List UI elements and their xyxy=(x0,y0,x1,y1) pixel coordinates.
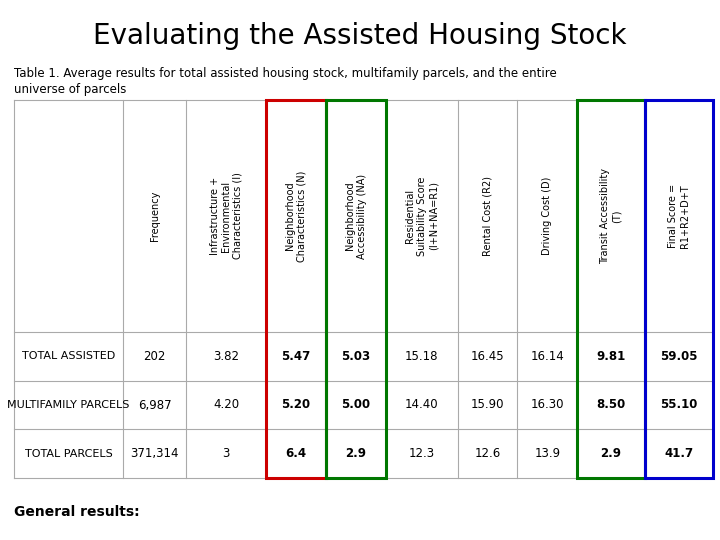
Text: 14.40: 14.40 xyxy=(405,399,438,411)
Text: 12.3: 12.3 xyxy=(409,447,435,460)
Bar xyxy=(326,100,386,478)
Text: 16.45: 16.45 xyxy=(471,350,504,363)
Text: MULTIFAMILY PARCELS: MULTIFAMILY PARCELS xyxy=(7,400,130,410)
Text: Table 1. Average results for total assisted housing stock, multifamily parcels, : Table 1. Average results for total assis… xyxy=(14,68,557,96)
Text: 55.10: 55.10 xyxy=(660,399,698,411)
Text: 5.47: 5.47 xyxy=(282,350,311,363)
Text: Neighborhood
Accessibility (NA): Neighborhood Accessibility (NA) xyxy=(345,173,366,259)
Text: Driving Cost (D): Driving Cost (D) xyxy=(542,177,552,255)
Text: 202: 202 xyxy=(143,350,166,363)
Bar xyxy=(645,100,713,478)
Text: Neighborhood
Characteristics (N): Neighborhood Characteristics (N) xyxy=(285,170,307,262)
Text: Rental Cost (R2): Rental Cost (R2) xyxy=(482,176,492,256)
Text: 16.14: 16.14 xyxy=(531,350,564,363)
Text: Residential
Suitability Score
(I+N+NA=R1): Residential Suitability Score (I+N+NA=R1… xyxy=(405,177,438,255)
Text: 3.82: 3.82 xyxy=(213,350,239,363)
Text: 2.9: 2.9 xyxy=(346,447,366,460)
Bar xyxy=(577,100,645,478)
Text: Transit Accessibility
(T): Transit Accessibility (T) xyxy=(600,168,622,264)
Text: 6,987: 6,987 xyxy=(138,399,171,411)
Text: 2.9: 2.9 xyxy=(600,447,621,460)
Text: 6.4: 6.4 xyxy=(286,447,307,460)
Text: 16.30: 16.30 xyxy=(531,399,564,411)
Text: Evaluating the Assisted Housing Stock: Evaluating the Assisted Housing Stock xyxy=(94,22,626,50)
Text: 3: 3 xyxy=(222,447,230,460)
Text: 8.50: 8.50 xyxy=(596,399,626,411)
Text: 15.18: 15.18 xyxy=(405,350,438,363)
Text: 59.05: 59.05 xyxy=(660,350,698,363)
Text: General results:: General results: xyxy=(14,505,140,519)
Text: 12.6: 12.6 xyxy=(474,447,500,460)
Text: 5.00: 5.00 xyxy=(341,399,371,411)
Text: 5.20: 5.20 xyxy=(282,399,310,411)
Text: 9.81: 9.81 xyxy=(596,350,626,363)
Text: 5.03: 5.03 xyxy=(341,350,371,363)
Text: TOTAL PARCELS: TOTAL PARCELS xyxy=(24,449,112,458)
Text: 41.7: 41.7 xyxy=(665,447,693,460)
Text: Infrastructure +
Environmental
Characteristics (I): Infrastructure + Environmental Character… xyxy=(210,173,243,259)
Text: TOTAL ASSISTED: TOTAL ASSISTED xyxy=(22,352,115,361)
Text: 13.9: 13.9 xyxy=(534,447,560,460)
Text: Final Score =
R1+R2+D+T: Final Score = R1+R2+D+T xyxy=(668,184,690,248)
Bar xyxy=(266,100,326,478)
Text: 371,314: 371,314 xyxy=(130,447,179,460)
Text: Frequency: Frequency xyxy=(150,191,160,241)
Text: 4.20: 4.20 xyxy=(213,399,239,411)
Text: 15.90: 15.90 xyxy=(471,399,504,411)
